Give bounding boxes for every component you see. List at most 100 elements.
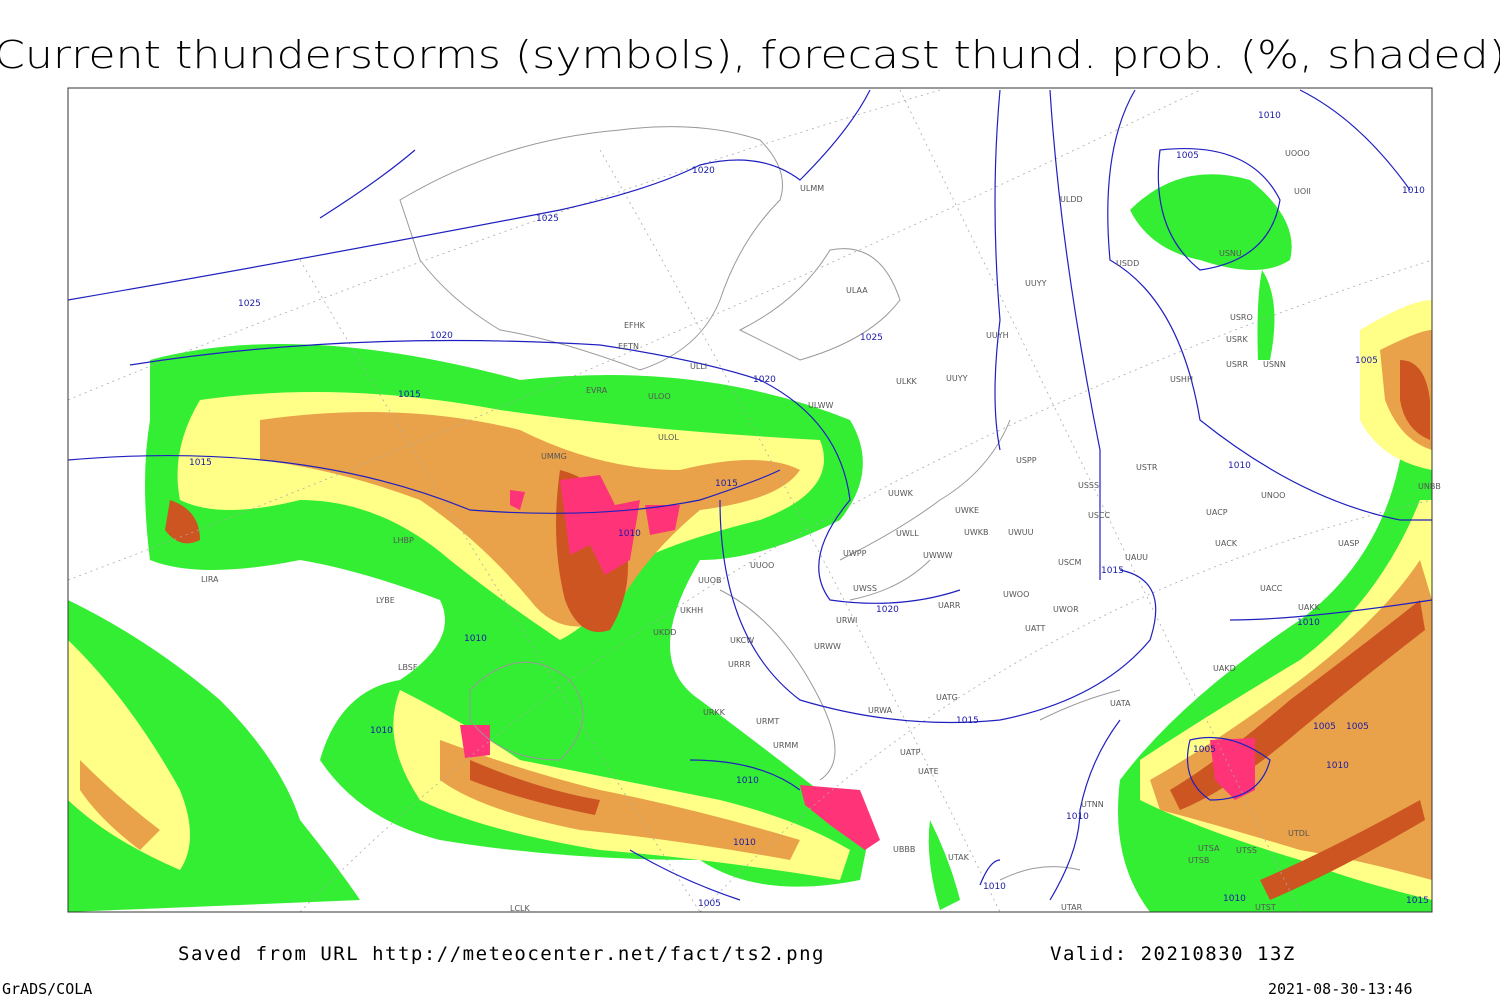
isobar-label: 1015 — [398, 390, 421, 400]
station-label: UTST — [1255, 903, 1276, 912]
isobar-label: 1005 — [1355, 356, 1378, 366]
timestamp: 2021-08-30-13:46 — [1268, 980, 1413, 998]
station-label: UWOR — [1053, 605, 1079, 614]
isobar-label: 1010 — [733, 838, 756, 848]
station-label: UWPP — [843, 549, 867, 558]
station-label: USPP — [1016, 456, 1037, 465]
isobar-label: 1005 — [1176, 151, 1199, 161]
isobar-label: 1010 — [983, 882, 1006, 892]
station-label: EFHK — [624, 321, 646, 330]
station-label: UWKB — [964, 528, 989, 537]
station-label: UUOB — [698, 576, 722, 585]
station-label: LYBE — [376, 596, 395, 605]
station-label: UUYY — [946, 374, 968, 383]
station-label: UACP — [1206, 508, 1228, 517]
station-label: URKK — [703, 708, 726, 717]
station-label: ULAA — [846, 286, 868, 295]
isobar-label: 1020 — [753, 375, 776, 385]
isobar-labels: 1020 1025 1025 1020 1015 1015 1020 1015 1010 1025… — [189, 111, 1429, 909]
station-label: LIRA — [201, 575, 219, 584]
station-labels: ULMM ULAA ULDD UUYY UUYH ULKK UUYY ULWW EFHK EETN… — [201, 149, 1441, 913]
station-label: UATP — [900, 748, 921, 757]
station-label: URWA — [868, 706, 893, 715]
isobar-label: 1010 — [1066, 812, 1089, 822]
station-label: ULMM — [800, 184, 824, 193]
station-label: UATG — [936, 693, 958, 702]
station-label: URMM — [773, 741, 798, 750]
station-label: URWI — [836, 616, 857, 625]
station-label: UNBB — [1418, 482, 1441, 491]
station-label: UKCW — [730, 636, 754, 645]
station-label: UUOO — [750, 561, 774, 570]
isobar-label: 1005 — [698, 899, 721, 909]
station-label: UTAR — [1061, 903, 1083, 912]
station-label: UAKK — [1298, 603, 1321, 612]
isobar-label: 1025 — [536, 214, 559, 224]
station-label: USSS — [1078, 481, 1099, 490]
thunderstorm-symbols — [460, 475, 1255, 850]
isobar-label: 1015 — [956, 716, 979, 726]
station-label: LCLK — [510, 904, 531, 913]
station-label: UWLL — [896, 529, 919, 538]
isobar-label: 1020 — [876, 605, 899, 615]
station-label: UUYY — [1025, 279, 1047, 288]
station-label: UMMG — [541, 452, 567, 461]
isobar-label: 1010 — [618, 529, 641, 539]
station-label: UACC — [1260, 584, 1283, 593]
station-label: USNU — [1219, 249, 1242, 258]
station-label: UUWK — [888, 489, 914, 498]
station-label: UKDD — [653, 628, 676, 637]
valid-time: Valid: 20210830 13Z — [1050, 943, 1296, 965]
isobar-label: 1015 — [715, 479, 738, 489]
isobar-label: 1010 — [1258, 111, 1281, 121]
source-url: Saved from URL http://meteocenter.net/fa… — [178, 943, 825, 965]
station-label: EVRA — [586, 386, 608, 395]
station-label: ULKK — [896, 377, 918, 386]
isobar-label: 1010 — [736, 776, 759, 786]
isobar-label: 1010 — [1228, 461, 1251, 471]
station-label: UOII — [1294, 187, 1311, 196]
station-label: URMT — [756, 717, 779, 726]
station-label: USRK — [1226, 335, 1248, 344]
isobar-label: 1020 — [430, 331, 453, 341]
station-label: UOOO — [1285, 149, 1310, 158]
station-label: USCM — [1058, 558, 1082, 567]
station-label: UKHH — [680, 606, 703, 615]
probability-shading — [68, 174, 1432, 912]
isobars — [67, 89, 1433, 901]
station-label: USTR — [1136, 463, 1158, 472]
station-label: ULOL — [658, 433, 679, 442]
isobar-label: 1005 — [1313, 722, 1336, 732]
isobar-label: 1010 — [464, 634, 487, 644]
station-label: USRR — [1226, 360, 1248, 369]
station-label: UATA — [1110, 699, 1131, 708]
station-label: URRR — [728, 660, 751, 669]
isobar-label: 1005 — [1193, 745, 1216, 755]
station-label: USDD — [1116, 259, 1139, 268]
station-label: URWW — [814, 642, 841, 651]
coastlines — [399, 126, 1121, 881]
station-label: UBBB — [893, 845, 915, 854]
title: Current thunderstorms (symbols), forecas… — [0, 33, 1500, 77]
isobar-label: 1010 — [1223, 894, 1246, 904]
station-label: UTSA — [1198, 844, 1220, 853]
station-label: ULWW — [808, 401, 833, 410]
station-label: UWOO — [1003, 590, 1029, 599]
isobar-label: 1005 — [1346, 722, 1369, 732]
station-label: LBSF — [398, 663, 418, 672]
station-label: UTNN — [1081, 800, 1104, 809]
station-label: UNOO — [1261, 491, 1285, 500]
isobar-label: 1015 — [1406, 896, 1429, 906]
station-label: UWWW — [923, 551, 953, 560]
station-label: UTSS — [1236, 846, 1257, 855]
isobar-label: 1010 — [1297, 618, 1320, 628]
station-label: USHH — [1170, 375, 1193, 384]
isobar-label: 1025 — [238, 299, 261, 309]
station-label: UWSS — [853, 584, 877, 593]
station-label: UAUU — [1125, 553, 1148, 562]
isobar-label: 1015 — [1101, 566, 1124, 576]
station-label: ULOO — [648, 392, 671, 401]
station-label: UATE — [918, 767, 939, 776]
